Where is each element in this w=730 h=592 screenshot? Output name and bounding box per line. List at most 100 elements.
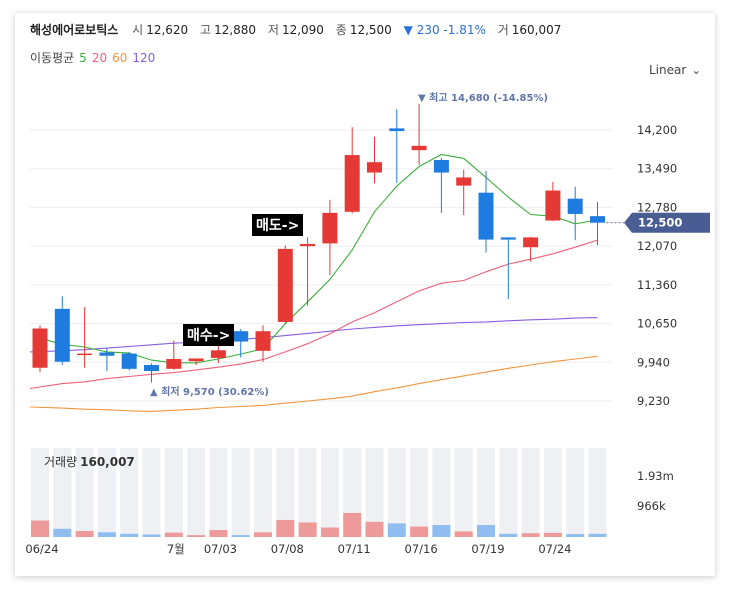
volume-bar [320, 527, 339, 537]
ma-60-label[interactable]: 60 [112, 51, 128, 65]
candle-body [389, 128, 405, 132]
ma-120-label[interactable]: 120 [132, 51, 156, 65]
sell-marker: 매도-> [252, 214, 304, 236]
volume-bar [499, 533, 518, 537]
volume-bar [31, 520, 49, 537]
volume-bar [53, 528, 72, 537]
price-axis: 14,200 13,490 12,780 12,070 11,360 10,650 9,94… [637, 123, 677, 408]
volume-column [387, 448, 406, 537]
volume-column [31, 448, 49, 537]
candle-body [344, 155, 360, 212]
volume-column [209, 448, 228, 537]
volume-bar [454, 531, 473, 537]
volume-column [231, 448, 250, 537]
price-badge-shape [624, 212, 710, 233]
volume-bar [410, 526, 429, 537]
volume-tick-label: 1.93m [637, 469, 674, 483]
volume-bar [343, 512, 362, 537]
low-label: 저 [267, 23, 279, 37]
ma120-line [29, 317, 598, 353]
ma5-line [39, 153, 598, 364]
volume-column [477, 448, 495, 537]
volume-caption-value: 160,007 [80, 455, 135, 469]
volume-column [432, 448, 451, 537]
volume-label: 거 [497, 23, 509, 37]
candles [32, 103, 605, 383]
date-tick-label: 7월 [167, 542, 185, 556]
volume-column [142, 448, 161, 537]
ma-20-label[interactable]: 20 [91, 51, 108, 65]
buy-marker: 매수-> [183, 324, 235, 346]
ma-5-label[interactable]: 5 [79, 51, 87, 65]
open-value: 12,620 [146, 23, 189, 37]
volume-tick-label: 966k [637, 499, 666, 513]
candle-body [478, 192, 494, 240]
chevron-down-icon: ⌄ [691, 63, 702, 77]
candle-body [411, 145, 427, 151]
price-tick-label: 9,230 [637, 394, 670, 408]
volume-caption: 거래량 160,007 [44, 453, 135, 470]
volume-bar [365, 521, 384, 537]
volume-column [410, 448, 429, 537]
low-value: 12,090 [281, 23, 324, 37]
volume-bar [75, 530, 94, 537]
date-axis: 06/24 7월 07/03 07/08 07/11 07/16 07/19 07/24 [25, 542, 571, 556]
candle-body [233, 331, 249, 342]
candle-body [322, 212, 338, 244]
candle-body [567, 198, 583, 214]
volume-bar [432, 524, 451, 537]
volume-bar [120, 533, 139, 537]
candle-body [121, 353, 137, 369]
candle-body [32, 328, 48, 368]
candle-body [300, 243, 316, 247]
open-label: 시 [132, 23, 144, 37]
scale-label: Linear [649, 63, 687, 77]
volume-bar [231, 535, 250, 537]
candle-body [590, 216, 605, 223]
candle-body [210, 350, 226, 358]
candle-body [456, 177, 472, 186]
volume-bar [543, 532, 562, 537]
volume-bar [521, 533, 540, 537]
volume-bar [298, 522, 317, 537]
price-tick-label: 13,490 [637, 162, 677, 176]
volume-column [521, 448, 540, 537]
current-price-badge: 12,500 [606, 212, 710, 233]
ma20-line [29, 239, 598, 390]
grid-lines [30, 129, 612, 402]
volume-bar [187, 535, 206, 537]
price-tick-label: 14,200 [637, 123, 677, 137]
high-value: 12,880 [214, 23, 257, 37]
volume-column [454, 448, 473, 537]
price-tick-label: 11,360 [637, 278, 677, 292]
price-tick-label: 12,070 [637, 239, 677, 253]
volume-bar [276, 519, 295, 537]
candle-body [255, 331, 271, 351]
volume-bar [387, 523, 406, 537]
volume-column [543, 448, 562, 537]
volume-bar [142, 534, 161, 537]
volume-value: 160,007 [511, 23, 562, 37]
scale-dropdown[interactable]: Linear ⌄ [649, 63, 701, 77]
volume-column [276, 448, 295, 537]
date-tick-label: 07/11 [338, 542, 371, 556]
stock-name[interactable]: 해성에어로보틱스 [30, 23, 119, 37]
volume-column [254, 448, 272, 537]
ma-label: 이동평균 [30, 51, 75, 65]
volume-column [187, 448, 206, 537]
volume-bar [97, 532, 116, 537]
candle-body [188, 358, 204, 362]
high-label: 고 [200, 23, 212, 37]
candle-body [277, 248, 293, 322]
volume-column [53, 448, 72, 537]
volume-column [499, 448, 518, 537]
volume-column [588, 448, 607, 537]
volume-bar [209, 530, 228, 537]
date-tick-label: 07/08 [271, 542, 304, 556]
date-tick-label: 07/16 [405, 542, 438, 556]
candle-body [433, 159, 449, 173]
candle-body [99, 352, 115, 356]
volume-column [97, 448, 116, 537]
volume-column [120, 448, 139, 537]
